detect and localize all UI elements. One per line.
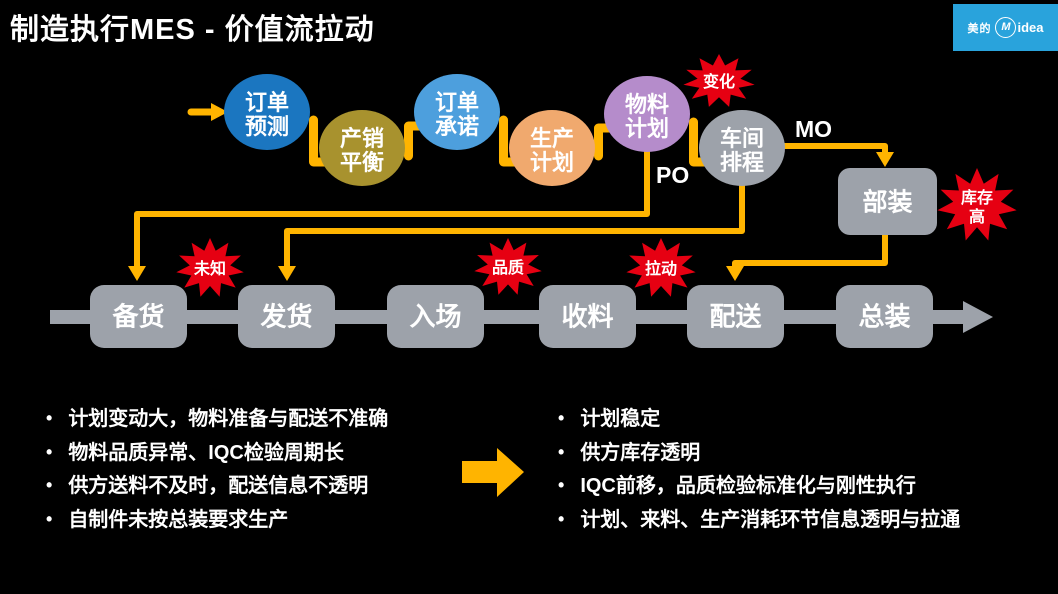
material-plan-label: 计划 bbox=[625, 116, 669, 141]
badge-unknown-label: 未知 bbox=[193, 259, 226, 278]
improvement-transition-arrow bbox=[462, 448, 524, 497]
problem-item: 物料品质异常、IQC检验周期长 bbox=[46, 437, 388, 471]
route-po-to-stockprep bbox=[134, 147, 650, 270]
route-mo-to-subassembly bbox=[777, 143, 888, 156]
order-commitment-label: 订单 bbox=[435, 90, 479, 115]
badge-high-inventory-label: 库存 bbox=[961, 188, 993, 207]
order-forecast bbox=[224, 74, 310, 150]
production-plan-label: 生产 bbox=[530, 126, 574, 151]
step-shipping bbox=[238, 285, 335, 348]
route-scheduling-to-shipping bbox=[284, 173, 745, 270]
order-commitment bbox=[414, 74, 500, 150]
order-forecast-label: 预测 bbox=[245, 114, 289, 139]
logo-text-cn: 美的 bbox=[967, 22, 992, 35]
route-po-to-stockprep-arrowhead bbox=[128, 266, 146, 281]
step-final-assembly-label: 总装 bbox=[858, 302, 910, 332]
badge-change bbox=[683, 54, 755, 107]
badge-change-label: 变化 bbox=[703, 72, 735, 91]
workshop-scheduling-label: 车间 bbox=[720, 126, 764, 151]
order-forecast-label: 订单 bbox=[245, 90, 289, 115]
route-subassembly-to-delivery bbox=[732, 232, 888, 270]
badge-pull bbox=[626, 238, 696, 297]
midea-logo: 美的 M idea bbox=[953, 4, 1058, 51]
material-plan-label: 物料 bbox=[625, 92, 669, 117]
mo-label: MO bbox=[795, 116, 832, 142]
step-shipping-label: 发货 bbox=[259, 302, 312, 332]
badge-high-inventory bbox=[937, 168, 1017, 241]
badge-pull-label: 拉动 bbox=[645, 259, 677, 278]
production-sales-balance-label: 产销 bbox=[340, 126, 384, 151]
po-label: PO bbox=[656, 162, 689, 188]
step-receiving bbox=[539, 285, 636, 348]
logo-text-en: idea bbox=[1017, 20, 1044, 35]
badge-unknown bbox=[176, 238, 244, 297]
step-inbound-label: 入场 bbox=[409, 302, 461, 332]
route-mo-to-subassembly-arrowhead bbox=[876, 152, 894, 167]
improvement-list: 计划稳定 供方库存透明 IQC前移，品质检验标准化与刚性执行 计划、来料、生产消… bbox=[558, 403, 960, 537]
improvement-item: IQC前移，品质检验标准化与刚性执行 bbox=[558, 470, 960, 504]
badge-quality bbox=[474, 238, 542, 295]
step-receiving-label: 收料 bbox=[561, 302, 613, 332]
stream-arrow-band bbox=[50, 310, 965, 324]
workshop-scheduling bbox=[699, 110, 785, 186]
material-plan bbox=[604, 76, 690, 152]
problem-list: 计划变动大，物料准备与配送不准确 物料品质异常、IQC检验周期长 供方送料不及时… bbox=[46, 403, 388, 537]
problem-item: 自制件未按总装要求生产 bbox=[46, 504, 388, 538]
order-commitment-label: 承诺 bbox=[435, 114, 479, 139]
sub-assembly bbox=[838, 168, 937, 235]
step-delivery-label: 配送 bbox=[709, 302, 761, 332]
improvement-item: 供方库存透明 bbox=[558, 437, 960, 471]
page-title: 制造执行MES - 价值流拉动 bbox=[10, 14, 375, 46]
step-delivery bbox=[687, 285, 784, 348]
sub-assembly-label: 部装 bbox=[862, 188, 912, 217]
problem-item: 计划变动大，物料准备与配送不准确 bbox=[46, 403, 388, 437]
production-sales-balance-label: 平衡 bbox=[340, 150, 384, 175]
badge-high-inventory-label: 高 bbox=[969, 207, 985, 226]
step-inbound bbox=[387, 285, 484, 348]
route-subassembly-to-delivery-arrowhead bbox=[726, 266, 744, 281]
production-plan bbox=[509, 110, 595, 186]
step-final-assembly bbox=[836, 285, 933, 348]
improvement-item: 计划、来料、生产消耗环节信息透明与拉通 bbox=[558, 504, 960, 538]
workshop-scheduling-label: 排程 bbox=[720, 150, 764, 175]
production-sales-balance bbox=[319, 110, 405, 186]
production-plan-label: 计划 bbox=[530, 150, 574, 175]
route-scheduling-to-shipping-arrowhead bbox=[278, 266, 296, 281]
improvement-item: 计划稳定 bbox=[558, 403, 960, 437]
step-stock-prep bbox=[90, 285, 187, 348]
logo-m-circle-icon: M bbox=[995, 17, 1017, 38]
badge-quality-label: 品质 bbox=[492, 258, 524, 277]
step-stock-prep-label: 备货 bbox=[111, 302, 164, 332]
entry-arrowhead bbox=[211, 103, 228, 121]
stream-arrowhead bbox=[963, 301, 993, 333]
problem-item: 供方送料不及时，配送信息不透明 bbox=[46, 470, 388, 504]
